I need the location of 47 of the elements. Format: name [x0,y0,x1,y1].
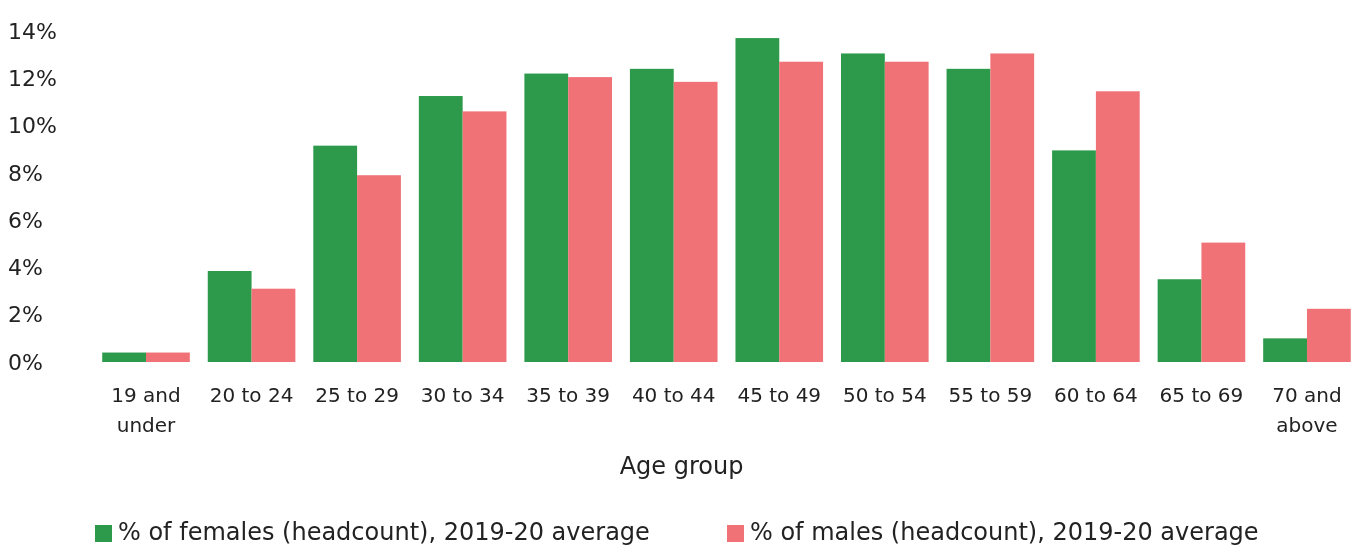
bar [1306,308,1351,362]
legend-label: % of males (headcount), 2019-20 average [750,518,1259,546]
bar [524,73,569,362]
bar [946,68,991,362]
y-tick-label: 2% [8,302,43,328]
bar [102,352,147,362]
bar [251,288,296,362]
x-tick-label: 30 to 34 [420,383,505,407]
x-tick-label: 20 to 24 [209,383,294,407]
bar [1095,91,1140,362]
x-tick-label: 25 to 29 [315,383,399,407]
bar [629,68,674,362]
bar [884,61,929,362]
x-tick-label: 50 to 54 [842,383,927,407]
bar [462,111,507,362]
bar [418,96,463,362]
y-tick-label: 12% [8,65,57,91]
y-tick-label: 10% [8,113,57,139]
bar [207,270,252,362]
x-tick-label: 60 to 64 [1054,383,1138,407]
y-tick-label: 6% [8,207,43,233]
bar [1201,242,1246,362]
x-tick-label: 55 to 59 [948,383,1033,407]
x-tick-label: 19 and under [111,383,181,437]
x-tick-label: 65 to 69 [1159,383,1244,407]
bar [357,175,401,362]
x-axis-title: Age group [619,452,744,480]
bar [1052,150,1096,362]
bar [313,145,358,362]
legend-label: % of females (headcount), 2019-20 average [118,518,650,546]
y-tick-label: 0% [8,349,43,375]
bar [735,38,780,362]
bar [779,61,824,362]
bar [673,81,718,362]
bar [990,53,1035,362]
bar [1263,338,1307,362]
y-tick-label: 4% [8,255,43,281]
bar [146,352,190,362]
x-tick-label: 35 to 39 [526,383,611,407]
bar [1157,279,1202,362]
x-tick-label: 40 to 44 [631,383,716,407]
bar [568,77,612,362]
x-tick-label: 70 and above [1272,383,1342,437]
y-tick-label: 8% [8,160,43,186]
y-tick-label: 14% [8,18,57,44]
x-tick-label: 45 to 49 [737,383,822,407]
bar [841,53,885,362]
